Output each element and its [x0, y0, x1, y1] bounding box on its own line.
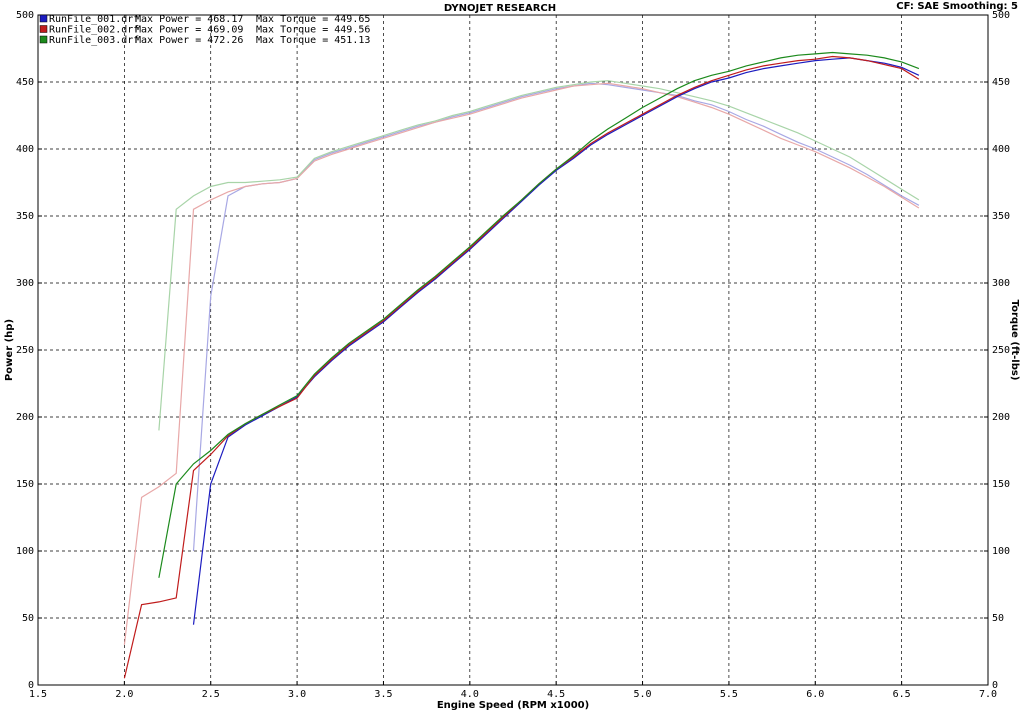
y2-tick-label: 450 — [992, 77, 1010, 88]
y-tick-label: 0 — [28, 680, 34, 691]
y-tick-label: 150 — [16, 479, 34, 490]
x-tick-label: 4.0 — [461, 689, 479, 700]
x-tick-label: 1.5 — [29, 689, 47, 700]
y-tick-label: 100 — [16, 546, 34, 557]
legend-max-power: Max Power = 468.17 — [135, 14, 243, 25]
y-tick-label: 250 — [16, 345, 34, 356]
x-tick-label: 5.0 — [634, 689, 652, 700]
x-tick-label: 7.0 — [979, 689, 997, 700]
x-tick-label: 2.5 — [202, 689, 220, 700]
y2-tick-label: 100 — [992, 546, 1010, 557]
legend-swatch — [39, 25, 48, 33]
y2-tick-label: 300 — [992, 278, 1010, 289]
chart-title: DYNOJET RESEARCH — [444, 3, 556, 14]
y-axis-label: Power (hp) — [4, 319, 15, 381]
x-tick-label: 5.5 — [720, 689, 738, 700]
legend-swatch — [39, 35, 48, 44]
y2-tick-label: 350 — [992, 211, 1010, 222]
legend-file: RunFile_001.drf — [49, 14, 139, 25]
y-tick-label: 350 — [16, 211, 34, 222]
x-tick-label: 6.5 — [893, 689, 911, 700]
x-tick-label: 3.0 — [288, 689, 306, 700]
y2-axis-label: Torque (ft-lbs) — [1009, 300, 1020, 381]
y-tick-label: 450 — [16, 77, 34, 88]
y2-tick-label: 500 — [992, 10, 1010, 21]
x-tick-label: 4.5 — [547, 689, 565, 700]
legend-max-power: Max Power = 472.26 — [135, 35, 243, 46]
y2-tick-label: 400 — [992, 144, 1010, 155]
legend-max-torque: Max Torque = 451.13 — [256, 35, 370, 46]
power-line — [158, 51, 920, 578]
legend-max-torque: Max Torque = 449.56 — [256, 25, 370, 36]
legend-max-torque: Max Torque = 449.65 — [256, 14, 370, 25]
y2-tick-label: 250 — [992, 345, 1010, 356]
power-line — [192, 57, 920, 625]
y-tick-label: 200 — [16, 412, 34, 423]
x-tick-label: 3.5 — [374, 689, 392, 700]
legend-file: RunFile_003.drf — [49, 35, 139, 46]
y2-tick-label: 150 — [992, 479, 1010, 490]
x-tick-label: 6.0 — [806, 689, 824, 700]
legend-file: RunFile_002.drf — [49, 25, 139, 36]
y-tick-label: 400 — [16, 144, 34, 155]
legend-swatch — [39, 14, 48, 23]
y2-tick-label: 0 — [992, 680, 998, 691]
settings-label: CF: SAE Smoothing: 5 — [896, 1, 1018, 12]
power-line — [123, 55, 920, 679]
legend-max-power: Max Power = 469.09 — [135, 25, 243, 36]
torque-line — [192, 82, 920, 552]
x-axis-label: Engine Speed (RPM x1000) — [437, 700, 589, 711]
y-tick-label: 50 — [22, 613, 34, 624]
y-tick-label: 300 — [16, 278, 34, 289]
y2-tick-label: 50 — [992, 613, 1004, 624]
y2-tick-label: 200 — [992, 412, 1010, 423]
torque-line — [123, 82, 920, 645]
torque-line — [158, 80, 920, 431]
y-tick-label: 500 — [16, 10, 34, 21]
x-tick-label: 2.0 — [115, 689, 133, 700]
